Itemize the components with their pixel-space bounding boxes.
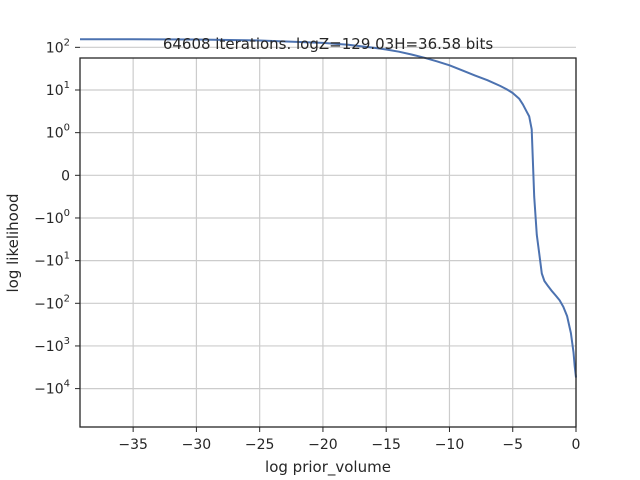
y-tick-label: 102 bbox=[46, 37, 70, 56]
x-tick-label: 0 bbox=[572, 437, 581, 453]
x-axis-ticks: −35 −30 −25 −20 −15 −10 −5 0 bbox=[118, 427, 580, 453]
chart-title: 64608 iterations. logZ=129.03H=36.58 bit… bbox=[163, 35, 494, 53]
x-axis-label: log prior_volume bbox=[265, 458, 391, 477]
y-axis-label: log likelihood bbox=[4, 193, 22, 292]
x-tick-label: −5 bbox=[502, 437, 523, 453]
x-tick-label: −35 bbox=[118, 437, 148, 453]
x-grid bbox=[132, 58, 577, 427]
y-axis-ticks: 102 101 100 0 −100 −101 −102 −103 −104 bbox=[34, 37, 80, 398]
series-line bbox=[80, 38, 577, 378]
y-tick-label: −101 bbox=[34, 251, 70, 270]
x-tick-label: −25 bbox=[245, 437, 275, 453]
y-tick-label: 100 bbox=[46, 123, 70, 142]
y-grid bbox=[80, 46, 576, 390]
y-tick-label: −103 bbox=[34, 336, 70, 355]
plot-frame bbox=[79, 57, 577, 428]
y-tick-label: −100 bbox=[34, 208, 70, 227]
x-tick-label: −10 bbox=[435, 437, 465, 453]
x-tick-label: −30 bbox=[182, 437, 212, 453]
y-tick-label: 101 bbox=[46, 80, 70, 99]
x-tick-label: −20 bbox=[308, 437, 338, 453]
y-tick-label: −104 bbox=[34, 379, 70, 398]
y-tick-label: −102 bbox=[34, 293, 70, 312]
x-tick-label: −15 bbox=[371, 437, 401, 453]
y-tick-label: 0 bbox=[61, 168, 70, 184]
